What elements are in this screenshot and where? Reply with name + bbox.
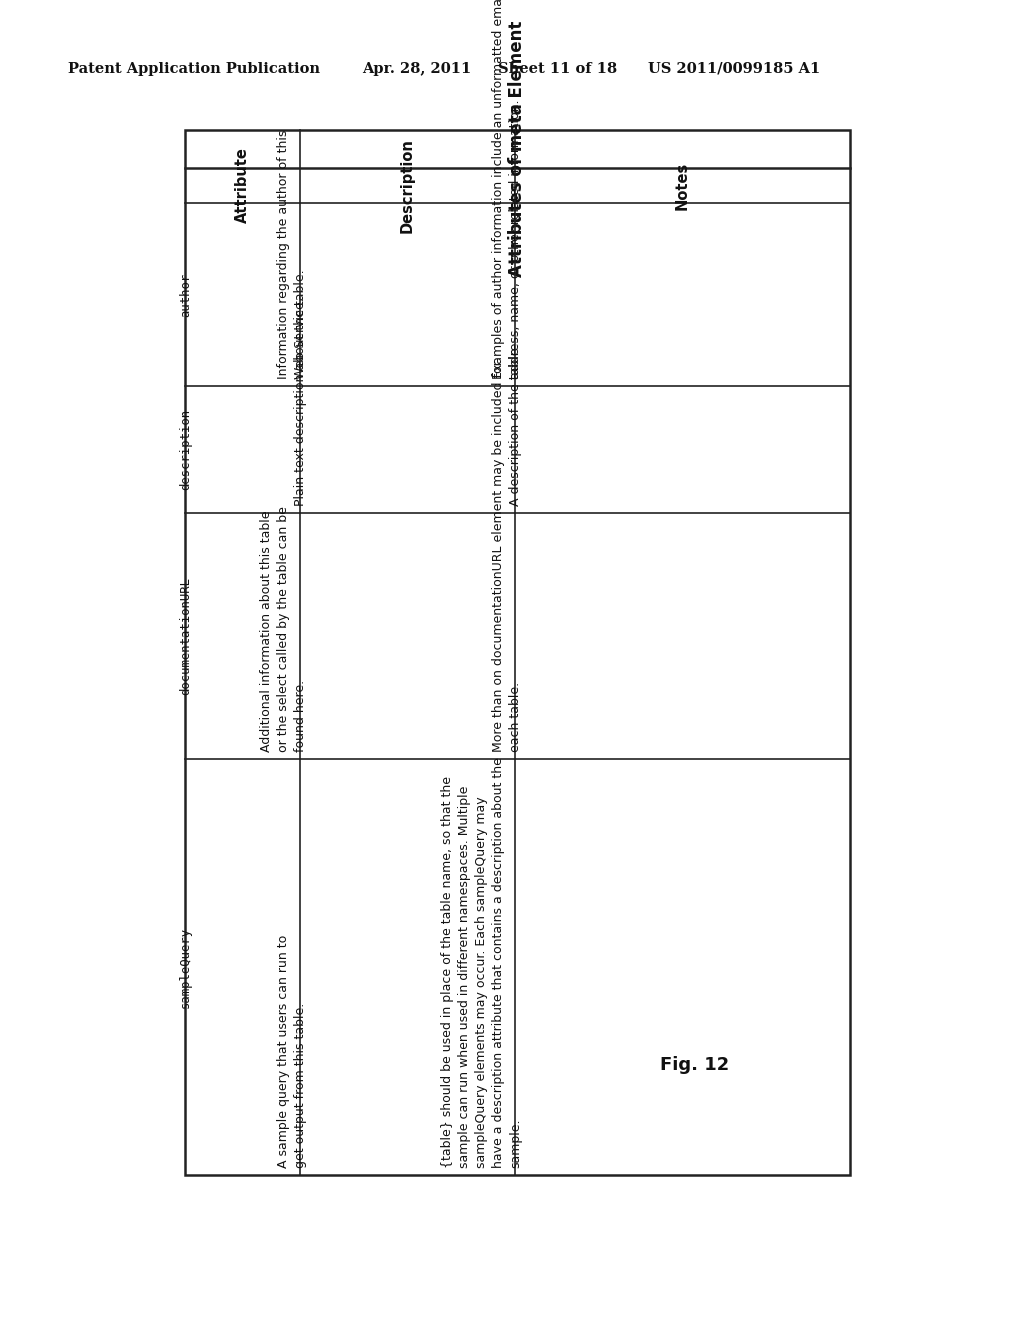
Text: Information regarding the author of this
Web Service.: Information regarding the author of this… [278,129,307,379]
Text: Additional information about this table
or the select called by the table can be: Additional information about this table … [260,507,307,752]
Text: documentationURL: documentationURL [179,577,193,696]
Text: Sheet 11 of 18: Sheet 11 of 18 [498,62,617,77]
Text: author: author [179,272,193,317]
Text: Attributes of meta Element: Attributes of meta Element [509,21,526,277]
Text: Attribute: Attribute [234,148,250,223]
Text: {table} should be used in place of the table name, so that the
sample can run wh: {table} should be used in place of the t… [441,758,522,1168]
Text: Description: Description [400,139,415,232]
Text: US 2011/0099185 A1: US 2011/0099185 A1 [648,62,820,77]
Text: Examples of author information include an unformatted email
address, name, or ot: Examples of author information include a… [492,0,522,379]
Text: Fig. 12: Fig. 12 [660,1056,729,1074]
Text: Patent Application Publication: Patent Application Publication [68,62,319,77]
Text: Plain text description about the table.: Plain text description about the table. [294,269,307,506]
Polygon shape [185,129,850,1175]
Text: A description of the table.: A description of the table. [509,343,522,506]
Text: sampleQuery: sampleQuery [179,927,193,1007]
Text: More than on documentationURL element may be included for
each table.: More than on documentationURL element ma… [492,360,522,752]
Text: Notes: Notes [675,161,690,210]
Text: description: description [179,409,193,490]
Text: Apr. 28, 2011: Apr. 28, 2011 [362,62,471,77]
Text: A sample query that users can run to
get output from this table.: A sample query that users can run to get… [278,935,307,1168]
